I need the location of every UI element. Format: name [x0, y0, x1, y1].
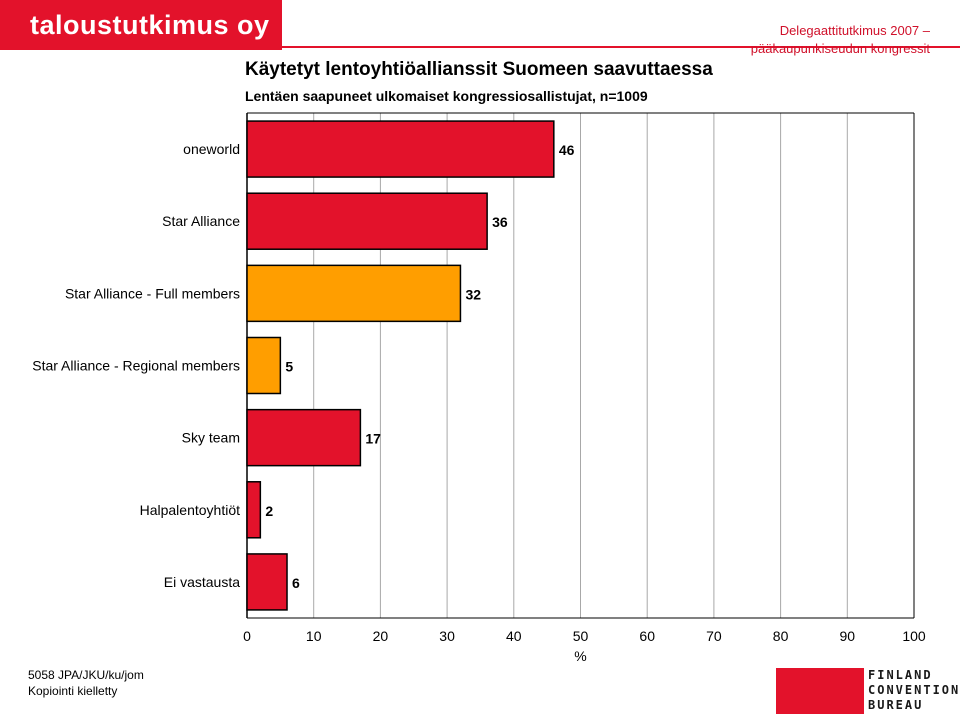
finland-convention-bureau-logo: FINLAND CONVENTION BUREAU [776, 668, 958, 714]
data-label-5: 2 [265, 503, 273, 519]
fcb-wordmark: FINLAND CONVENTION BUREAU [868, 668, 960, 713]
chart-title: Käytetyt lentoyhtiöallianssit Suomeen sa… [245, 59, 713, 80]
chart-subtitle: Lentäen saapuneet ulkomaiset kongressios… [245, 88, 648, 104]
data-label-3: 5 [285, 359, 293, 375]
x-tick-label-20: 20 [373, 628, 389, 644]
x-tick-label-70: 70 [706, 628, 722, 644]
category-label-2: Star Alliance - Full members [65, 285, 240, 301]
category-label-4: Sky team [182, 430, 240, 446]
x-tick-label-90: 90 [840, 628, 856, 644]
data-label-1: 36 [492, 214, 508, 230]
bar-5 [246, 481, 262, 539]
fcb-line1: FINLAND [868, 668, 933, 682]
data-label-2: 32 [465, 286, 481, 302]
header-rule-left [240, 48, 282, 50]
x-tick-label-100: 100 [902, 628, 926, 644]
data-label-4: 17 [365, 431, 381, 447]
category-label-5: Halpalentoyhtiöt [140, 502, 241, 518]
x-tick-label-60: 60 [639, 628, 655, 644]
bar-1 [246, 192, 488, 250]
category-label-6: Ei vastausta [164, 574, 240, 590]
bar-3 [246, 336, 282, 395]
footer-info: 5058 JPA/JKU/ku/jom Kopiointi kielletty [28, 667, 144, 699]
taloustutkimus-logo: taloustutkimus oy [0, 0, 282, 50]
data-label-6: 6 [292, 575, 300, 591]
category-label-3: Star Alliance - Regional members [32, 358, 240, 374]
category-label-0: oneworld [183, 141, 240, 157]
data-label-0: 46 [559, 142, 575, 158]
x-tick-label-40: 40 [506, 628, 522, 644]
fcb-line3: BUREAU [868, 698, 924, 712]
category-label-1: Star Alliance [162, 213, 240, 229]
x-tick-label-10: 10 [306, 628, 322, 644]
fcb-red-block [776, 668, 864, 714]
x-tick-label-0: 0 [243, 628, 251, 644]
bar-0 [246, 120, 555, 178]
study-label-line1: Delegaattitutkimus 2007 – [779, 23, 930, 38]
x-tick-label-50: 50 [573, 628, 589, 644]
header-rule [282, 46, 960, 48]
copyright-note: Kopiointi kielletty [28, 684, 118, 698]
fcb-line2: CONVENTION [868, 683, 960, 697]
bar-2 [246, 264, 462, 323]
study-label-line2: pääkaupunkiseudun kongressit [750, 41, 930, 56]
bar-4 [246, 408, 362, 467]
x-tick-label-30: 30 [439, 628, 455, 644]
bar-6 [246, 553, 288, 611]
study-label: Delegaattitutkimus 2007 – pääkaupunkiseu… [751, 22, 930, 58]
x-axis-label: % [574, 648, 586, 664]
x-tick-label-80: 80 [773, 628, 789, 644]
report-code: 5058 JPA/JKU/ku/jom [28, 668, 144, 682]
